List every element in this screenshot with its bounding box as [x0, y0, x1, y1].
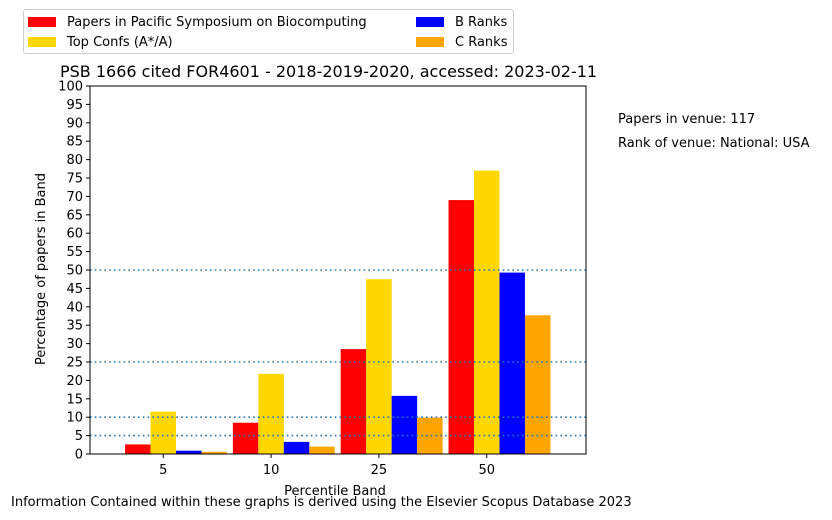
legend-label-b-ranks: B Ranks: [455, 14, 508, 30]
papers-in-venue-note: Papers in venue: 117: [618, 112, 756, 127]
legend: Papers in Pacific Symposium on Biocomput…: [23, 9, 514, 54]
y-tick-label-30: 30: [66, 337, 83, 352]
y-tick-label-45: 45: [66, 282, 83, 297]
bar-top-confs-a-a--50: [474, 170, 500, 454]
y-tick-label-15: 15: [66, 392, 83, 407]
bar-papers-in-pacific-symposium-on-biocomputing-25: [340, 349, 367, 454]
bar-papers-in-pacific-symposium-on-biocomputing-5: [125, 444, 151, 454]
y-tick-label-20: 20: [66, 374, 83, 389]
x-tick-label-50: 50: [478, 463, 495, 478]
y-tick-label-90: 90: [66, 116, 83, 131]
bar-c-ranks-25: [417, 417, 443, 454]
bar-c-ranks-5: [201, 451, 227, 454]
bar-papers-in-pacific-symposium-on-biocomputing-50: [448, 200, 474, 454]
y-tick-label-95: 95: [66, 98, 83, 113]
y-tick-label-55: 55: [66, 245, 83, 260]
x-tick-label-5: 5: [159, 463, 167, 478]
x-tick-label-10: 10: [263, 463, 280, 478]
y-tick-label-100: 100: [58, 80, 83, 95]
legend-swatch-psb: [28, 17, 56, 27]
x-axis-label: Percentile Band: [284, 484, 386, 499]
y-tick-label-60: 60: [66, 227, 83, 242]
legend-item-c-ranks: C Ranks: [416, 34, 507, 50]
y-tick-label-50: 50: [66, 264, 83, 279]
legend-swatch-c-ranks: [416, 37, 444, 47]
legend-item-psb: Papers in Pacific Symposium on Biocomput…: [28, 14, 367, 30]
bar-b-ranks-5: [176, 450, 202, 454]
bar-papers-in-pacific-symposium-on-biocomputing-10: [232, 422, 259, 454]
x-tick-label-25: 25: [371, 463, 388, 478]
y-axis-label: Percentage of papers in Band: [34, 173, 49, 365]
rank-of-venue-note: Rank of venue: National: USA: [618, 136, 810, 151]
legend-swatch-b-ranks: [416, 17, 444, 27]
y-tick-label-25: 25: [66, 356, 83, 371]
chart-title: PSB 1666 cited FOR4601 - 2018-2019-2020,…: [60, 62, 598, 81]
bar-c-ranks-50: [524, 315, 551, 454]
y-tick-label-10: 10: [66, 411, 83, 426]
y-tick-label-35: 35: [66, 319, 83, 334]
bar-top-confs-a-a--10: [258, 373, 284, 454]
footer-note: Information Contained within these graph…: [11, 495, 632, 510]
legend-swatch-top-confs: [28, 37, 56, 47]
legend-label-c-ranks: C Ranks: [455, 34, 508, 50]
bar-top-confs-a-a--5: [150, 411, 176, 454]
y-tick-label-5: 5: [75, 429, 83, 444]
legend-label-psb: Papers in Pacific Symposium on Biocomput…: [67, 14, 367, 30]
y-tick-label-75: 75: [66, 172, 83, 187]
bar-b-ranks-25: [391, 395, 418, 454]
bar-top-confs-a-a--25: [366, 279, 392, 454]
y-tick-label-70: 70: [66, 190, 83, 205]
bar-b-ranks-10: [283, 441, 310, 454]
legend-label-top-confs: Top Confs (A*/A): [67, 34, 173, 50]
legend-item-top-confs: Top Confs (A*/A): [28, 34, 173, 50]
y-tick-label-0: 0: [75, 448, 83, 463]
bar-c-ranks-10: [309, 446, 335, 454]
y-tick-label-85: 85: [66, 135, 83, 150]
y-tick-label-80: 80: [66, 153, 83, 168]
y-tick-label-65: 65: [66, 208, 83, 223]
y-tick-label-40: 40: [66, 300, 83, 315]
legend-item-b-ranks: B Ranks: [416, 14, 507, 30]
bar-b-ranks-50: [499, 272, 525, 454]
